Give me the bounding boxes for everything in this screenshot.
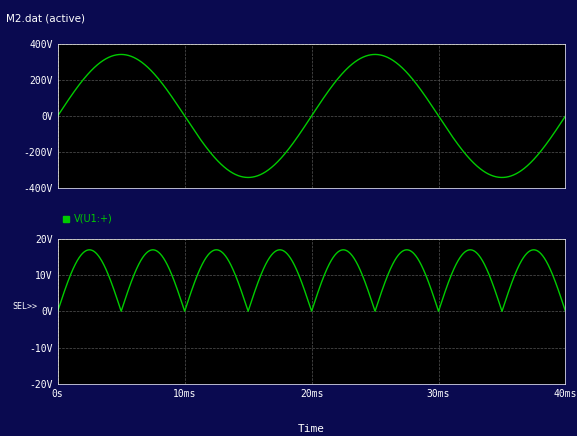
Text: SEL>>: SEL>>: [12, 303, 37, 311]
Legend: V(U1:+): V(U1:+): [62, 214, 113, 224]
X-axis label: Time: Time: [298, 423, 325, 433]
Text: M2.dat (active): M2.dat (active): [6, 13, 85, 23]
